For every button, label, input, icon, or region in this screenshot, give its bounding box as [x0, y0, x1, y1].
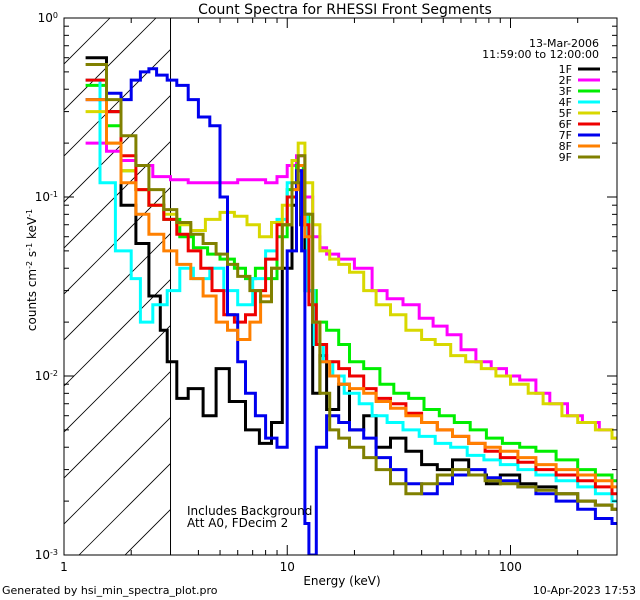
axis-ticks	[63, 17, 618, 556]
y-tick-label: 10-1	[35, 190, 58, 205]
hatch-line	[64, 94, 171, 203]
series-line-6F	[85, 78, 617, 496]
y-axis-label: counts cm-2 s-1 keV-1	[25, 209, 40, 331]
legend-label-9F: 9F	[559, 151, 572, 164]
series-line-4F	[85, 78, 617, 503]
hatch-line	[64, 186, 171, 295]
series-layer	[85, 18, 617, 555]
x-tick-label: 10	[280, 560, 295, 574]
hatch-line	[78, 462, 171, 555]
y-tick-labels: 100 10-1 10-2 10-3	[35, 11, 58, 563]
series-line-2F	[85, 141, 617, 440]
plot-frame	[63, 17, 618, 556]
legend-label-3F: 3F	[559, 85, 572, 98]
legend: 13-Mar-2006 11:59:00 to 12:00:00 1F2F3F4…	[482, 37, 600, 164]
hatch-line	[64, 18, 157, 111]
legend-label-5F: 5F	[559, 107, 572, 120]
annotation-attenuator: Att A0, FDecim 2	[187, 516, 288, 530]
x-tick-label: 1	[60, 560, 68, 574]
hatch-line	[64, 232, 171, 341]
series-line-9F	[85, 63, 617, 511]
legend-date: 13-Mar-2006	[529, 37, 599, 50]
series-line-3F	[85, 83, 617, 483]
y-tick-label: 10-3	[35, 548, 58, 563]
y-tick-label: 100	[38, 11, 58, 26]
legend-time-range: 11:59:00 to 12:00:00	[482, 48, 599, 61]
annotation-background: Includes Background	[187, 504, 312, 518]
x-tick-label: 100	[499, 560, 522, 574]
y-tick-label: 10-2	[35, 369, 58, 384]
footer-generated-by: Generated by hsi_min_spectra_plot.pro	[2, 584, 218, 597]
hatch-line	[64, 278, 171, 387]
legend-label-6F: 6F	[559, 118, 572, 131]
footer-timestamp: 10-Apr-2023 17:53	[533, 584, 636, 597]
legend-label-2F: 2F	[559, 74, 572, 87]
hatch-line	[64, 48, 171, 157]
legend-label-1F: 1F	[559, 63, 572, 76]
x-axis-label: Energy (keV)	[303, 574, 380, 588]
legend-label-8F: 8F	[559, 140, 572, 153]
hatch-line	[64, 370, 171, 479]
series-line-1F	[85, 56, 617, 511]
x-tick-labels: 1 10 100	[60, 560, 522, 574]
chart-title: Count Spectra for RHESSI Front Segments	[198, 2, 492, 18]
legend-label-7F: 7F	[559, 129, 572, 142]
series-line-7F	[85, 67, 617, 555]
hatched-region	[64, 18, 171, 555]
hatch-line	[64, 416, 171, 525]
legend-label-4F: 4F	[559, 96, 572, 109]
